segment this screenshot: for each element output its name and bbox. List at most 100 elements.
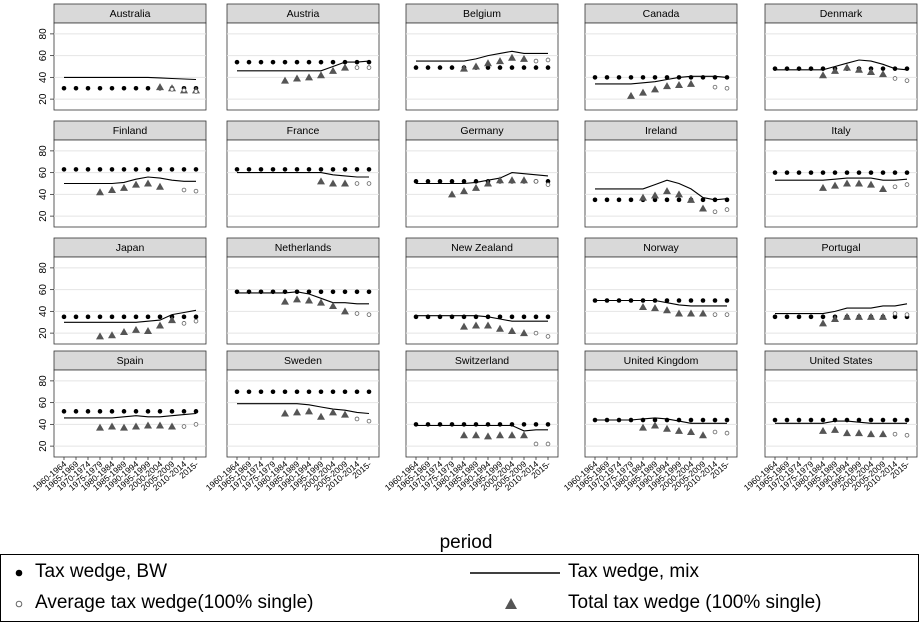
point-bw bbox=[880, 66, 886, 71]
plot-area bbox=[53, 256, 207, 345]
point-bw bbox=[784, 170, 790, 175]
point-avg bbox=[904, 182, 910, 187]
point-bw bbox=[169, 409, 175, 414]
point-total bbox=[484, 179, 492, 187]
point-bw bbox=[856, 417, 862, 423]
point-bw bbox=[784, 66, 790, 71]
panel-japan: Japan 20 40 60 80 bbox=[38, 237, 207, 345]
point-bw bbox=[628, 417, 634, 423]
point-total bbox=[341, 410, 349, 418]
point-bw bbox=[473, 179, 479, 184]
point-bw bbox=[246, 289, 252, 295]
point-avg bbox=[545, 334, 551, 339]
point-total bbox=[663, 306, 671, 314]
panel-title: Portugal bbox=[821, 242, 860, 254]
chart-legend: Tax wedge, BW Tax wedge, mix Average tax… bbox=[0, 554, 919, 622]
point-bw bbox=[306, 389, 312, 395]
point-bw bbox=[282, 59, 288, 65]
point-bw bbox=[832, 417, 838, 423]
point-bw bbox=[880, 170, 886, 175]
point-total bbox=[472, 183, 480, 191]
point-bw bbox=[652, 197, 658, 203]
point-avg bbox=[181, 321, 187, 326]
point-total bbox=[120, 328, 128, 336]
point-avg bbox=[712, 209, 718, 215]
point-total bbox=[855, 429, 863, 437]
point-bw bbox=[193, 167, 199, 172]
point-bw bbox=[712, 197, 718, 203]
point-bw bbox=[772, 314, 778, 320]
panel-italy: Italy bbox=[764, 120, 918, 228]
point-total bbox=[108, 331, 116, 339]
panel-australia: Australia 20 40 60 80 bbox=[38, 3, 207, 111]
point-total bbox=[341, 63, 349, 71]
panel-title: Denmark bbox=[820, 8, 863, 20]
point-bw bbox=[832, 170, 838, 175]
point-bw bbox=[796, 314, 802, 320]
point-bw bbox=[652, 417, 658, 423]
point-avg bbox=[181, 187, 187, 193]
point-total bbox=[329, 408, 337, 416]
point-total bbox=[317, 71, 325, 79]
y-tick-label: 80 bbox=[38, 262, 49, 274]
point-bw bbox=[73, 167, 79, 172]
panel-title: Spain bbox=[117, 355, 144, 367]
point-bw bbox=[413, 65, 419, 70]
panel-ireland: Ireland bbox=[584, 120, 738, 228]
point-bw bbox=[121, 85, 127, 91]
point-bw bbox=[473, 422, 479, 427]
point-bw bbox=[145, 85, 151, 91]
point-avg bbox=[169, 87, 175, 92]
point-bw bbox=[892, 417, 898, 423]
point-total bbox=[132, 422, 140, 430]
point-avg bbox=[533, 179, 539, 184]
point-bw bbox=[61, 314, 67, 320]
y-tick-label: 80 bbox=[38, 375, 49, 387]
panel-canada: Canada bbox=[584, 3, 738, 111]
point-bw bbox=[676, 417, 682, 423]
point-bw bbox=[258, 389, 264, 395]
y-tick-label: 20 bbox=[38, 210, 49, 222]
panel-united-kingdom: United Kingdom1960-19641965-19691970-197… bbox=[562, 350, 738, 493]
y-tick-label: 60 bbox=[38, 284, 49, 296]
point-avg bbox=[904, 78, 910, 83]
point-bw bbox=[820, 314, 826, 320]
point-total bbox=[472, 431, 480, 439]
point-bw bbox=[109, 409, 115, 414]
point-total bbox=[639, 193, 647, 201]
point-bw bbox=[109, 85, 115, 91]
point-total bbox=[843, 312, 851, 320]
point-bw bbox=[616, 417, 622, 423]
point-bw bbox=[97, 314, 103, 320]
point-bw bbox=[640, 75, 646, 80]
point-avg bbox=[712, 429, 718, 435]
point-total bbox=[293, 74, 301, 82]
point-total bbox=[156, 83, 164, 91]
point-bw bbox=[820, 417, 826, 423]
point-total bbox=[120, 183, 128, 191]
y-tick-label: 20 bbox=[38, 327, 49, 339]
panel-spain: Spain204060801960-19641965-19691970-1974… bbox=[31, 350, 207, 493]
point-total bbox=[699, 309, 707, 317]
point-total bbox=[317, 412, 325, 420]
point-bw bbox=[270, 167, 276, 172]
point-bw bbox=[73, 85, 79, 91]
point-bw bbox=[640, 298, 646, 303]
point-avg bbox=[545, 182, 551, 187]
point-total bbox=[305, 73, 313, 81]
point-bw bbox=[676, 298, 682, 303]
point-bw bbox=[664, 75, 670, 80]
plot-area bbox=[405, 369, 559, 458]
point-bw bbox=[425, 179, 431, 184]
legend-label-avg: Average tax wedge(100% single) bbox=[35, 592, 314, 613]
point-bw bbox=[533, 65, 539, 70]
point-bw bbox=[485, 65, 491, 70]
point-avg bbox=[366, 65, 372, 70]
panel-title: Canada bbox=[643, 8, 680, 20]
point-bw bbox=[497, 422, 503, 427]
point-bw bbox=[772, 417, 778, 423]
point-bw bbox=[856, 170, 862, 175]
point-bw bbox=[533, 422, 539, 427]
point-bw bbox=[676, 197, 682, 203]
point-bw bbox=[97, 85, 103, 91]
